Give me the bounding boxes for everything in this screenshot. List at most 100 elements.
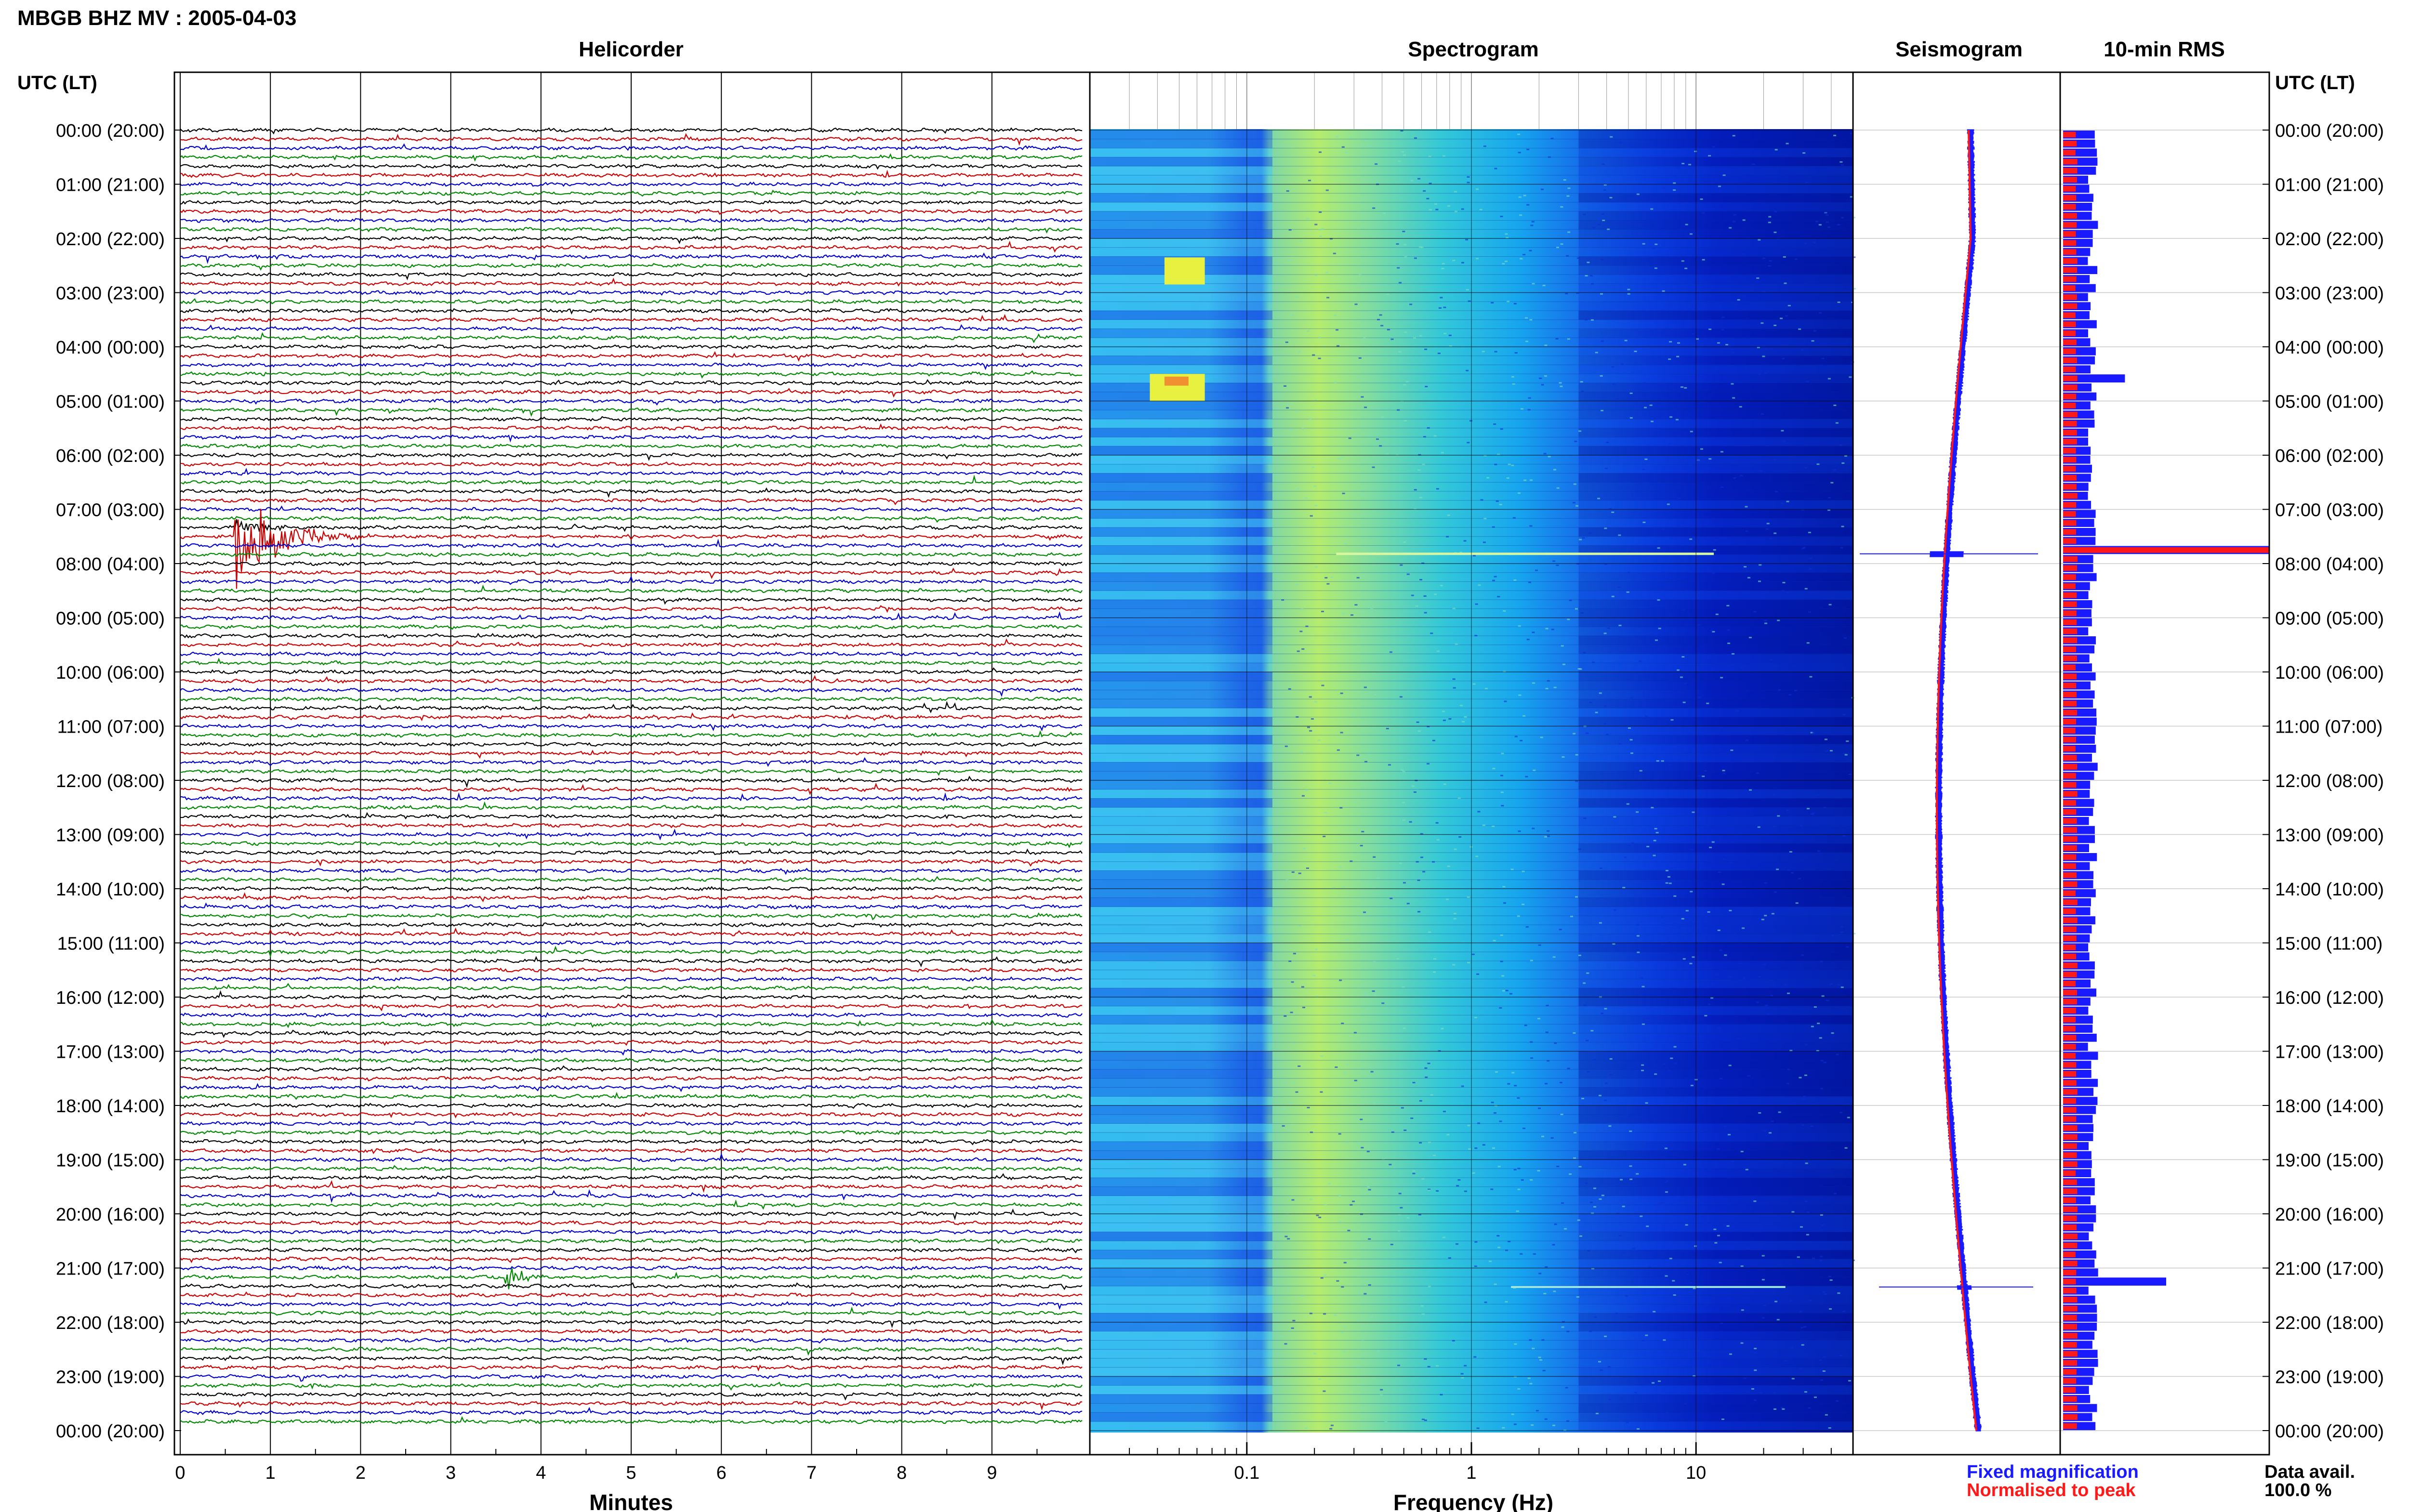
spectrogram-speckle [1652, 894, 1655, 895]
spectrogram-speckle [1842, 835, 1846, 837]
helicorder-trace [180, 1199, 1083, 1210]
spectrogram-speckle [1511, 1072, 1515, 1074]
rms-bar-normalised [2063, 258, 2078, 264]
spectrogram-speckle [1821, 995, 1825, 997]
spectrogram-speckle [1413, 337, 1416, 339]
spectrogram-speckle [1461, 208, 1464, 210]
y-axis-labels-left: 00:00 (20:00)01:00 (21:00)02:00 (22:00)0… [56, 121, 181, 1442]
spectrogram-speckle [1746, 570, 1749, 572]
rms-bar-normalised [2063, 1143, 2077, 1149]
spectrogram-speckle [1301, 986, 1304, 988]
spectrogram-speckle [1389, 651, 1392, 653]
spectrogram-speckle [1482, 824, 1485, 826]
spectrogram-speckle [1819, 1037, 1822, 1039]
spectrogram-speckle [1840, 926, 1843, 928]
spectrogram-speckle [1427, 763, 1430, 765]
helicorder-trace [180, 416, 1083, 422]
spectrogram-speckle [1782, 1408, 1785, 1410]
spectrogram-speckle [1474, 1147, 1478, 1149]
helicorder-trace [180, 1029, 1083, 1038]
spectrogram-speckle [1720, 1322, 1723, 1324]
spectrogram-speckle [1323, 1390, 1326, 1392]
rms-bar-normalised [2063, 673, 2077, 680]
rms-bar-normalised [2063, 168, 2078, 174]
spectrogram-speckle [1835, 422, 1839, 424]
rms-bar-normalised [2063, 1324, 2077, 1330]
spectrogram-speckle [1706, 538, 1709, 539]
spectrogram-stripe [1090, 889, 1272, 898]
spectrogram-speckle [1713, 1228, 1717, 1230]
rms-bar-normalised [2063, 1017, 2076, 1023]
spectrogram-stripe [1090, 1196, 1272, 1205]
spectrogram-speckle [1395, 454, 1399, 456]
y-tick-label-left: 00:00 (20:00) [56, 1421, 165, 1442]
spectrogram-speckle [1401, 1107, 1404, 1109]
spectrogram-speckle [1342, 886, 1346, 888]
spectrogram-speckle [1430, 632, 1433, 634]
spectrogram-speckle [1820, 1379, 1824, 1381]
spectrogram-speckle [1763, 1304, 1766, 1306]
spectrogram-speckle [1742, 927, 1745, 929]
spectrogram-speckle [1719, 1262, 1722, 1263]
spectrogram-speckle [1379, 314, 1382, 316]
spectrogram-speckle [1443, 332, 1447, 334]
spectrogram-speckle [1673, 189, 1676, 191]
spectrogram-speckle [1526, 639, 1530, 641]
spectrogram-speckle [1758, 976, 1761, 978]
spectrogram-speckle [1681, 656, 1685, 658]
spectrogram-speckle [1675, 562, 1679, 564]
spectrogram-speckle [1786, 809, 1789, 811]
spectrogram-speckle [1762, 355, 1765, 357]
spectrogram-speckle [1633, 769, 1636, 771]
spectrogram-speckle [1712, 146, 1715, 148]
spectrogram-speckle [1354, 604, 1358, 606]
spectrogram-speckle [1677, 669, 1680, 671]
spectrogram-speckle [1761, 919, 1764, 920]
spectrogram-speckle [1732, 352, 1735, 354]
spectrogram-stripe [1090, 437, 1272, 447]
rms-bar-normalised [2063, 1297, 2078, 1302]
rms-bar-fixed [2063, 1277, 2166, 1286]
helicorder-trace [180, 170, 1083, 178]
spectrogram-speckle [1527, 1377, 1531, 1379]
spectrogram-speckle [1708, 155, 1711, 157]
spectrogram-speckle [1774, 491, 1778, 493]
spectrogram-speckle [1783, 256, 1786, 258]
spectrogram-speckle [1419, 1100, 1422, 1102]
spectrogram-stripe [1578, 275, 1853, 284]
spectrogram-speckle [1406, 1217, 1410, 1219]
spectrogram-speckle [1576, 1296, 1579, 1298]
spectrogram-speckle [1673, 1046, 1677, 1048]
spectrogram-speckle [1791, 1211, 1795, 1213]
spectrogram-speckle [1642, 521, 1646, 523]
helicorder-trace [180, 1153, 1083, 1163]
spectrogram-speckle [1338, 1133, 1341, 1135]
spectrogram-speckle [1415, 605, 1418, 607]
spectrogram-speckle [1398, 1214, 1401, 1216]
spectrogram-speckle [1787, 304, 1791, 306]
spectrogram-speckle [1636, 924, 1640, 926]
spectrogram-speckle [1704, 1015, 1707, 1017]
spectrogram-speckle [1433, 435, 1437, 437]
spectrogram-speckle [1567, 187, 1571, 189]
spectrogram-speckle [1742, 219, 1746, 221]
rms-bar-normalised [2063, 1071, 2077, 1077]
spectrogram-speckle [1321, 611, 1324, 613]
spectrogram-speckle [1293, 1082, 1296, 1084]
spectrogram-speckle [1354, 1079, 1357, 1081]
rms-bar-normalised [2063, 330, 2076, 336]
helicorder-trace [180, 1120, 1083, 1126]
spectrogram-stripe [1090, 672, 1272, 681]
spectrogram-speckle [1634, 350, 1637, 352]
spectrogram-speckle [1764, 622, 1768, 624]
spectrogram-speckle [1627, 571, 1630, 573]
rms-bar-normalised [2063, 186, 2076, 192]
spectrogram-speckle [1484, 687, 1488, 689]
spectrogram-speckle [1802, 1098, 1805, 1100]
spectrogram-speckle [1645, 1334, 1648, 1336]
spectrogram-speckle [1740, 1342, 1744, 1344]
seismogram-normalised-trace [1936, 130, 1977, 1431]
spectrogram-speckle [1760, 322, 1764, 324]
spectrogram-speckle [1570, 916, 1574, 918]
spectrogram-speckle [1459, 552, 1462, 553]
